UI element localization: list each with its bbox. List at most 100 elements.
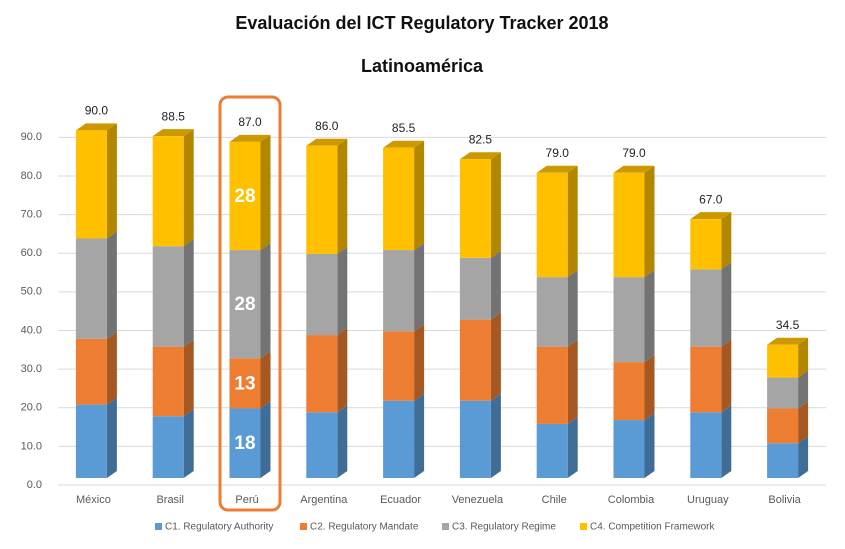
y-tick-label: 40.0 [21, 324, 42, 336]
highlight-box [218, 95, 282, 512]
bar-side [567, 165, 578, 278]
bar-segment [459, 393, 501, 478]
bar-front [152, 416, 184, 478]
y-tick-label: 50.0 [21, 286, 42, 298]
bar-side [490, 152, 501, 258]
bar-segment [383, 140, 425, 251]
bar-top [152, 129, 194, 137]
bar-side [721, 212, 732, 270]
bar-segment [613, 165, 655, 278]
bar-front [767, 344, 799, 378]
bar-segment [536, 339, 578, 424]
chart-title: Evaluación del ICT Regulatory Tracker 20… [235, 13, 608, 33]
bar-segment [75, 331, 117, 405]
bar-front [306, 145, 338, 254]
y-tick-label: 80.0 [21, 170, 42, 182]
bar-front [536, 423, 568, 478]
bar-front [613, 277, 645, 363]
bar-segment [459, 152, 501, 258]
bar-front [459, 257, 491, 320]
bar-side [644, 165, 655, 278]
bar-front [459, 400, 491, 478]
bar-side [260, 401, 271, 478]
bar-side [798, 436, 809, 478]
bar-front [306, 412, 338, 478]
bar-front [229, 250, 261, 359]
total-label: 34.5 [776, 318, 800, 332]
bar-front [75, 404, 107, 478]
segment-label: 28 [234, 186, 255, 207]
bar-front [536, 172, 568, 278]
x-tick-label: Chile [542, 494, 567, 506]
total-label: 90.0 [85, 103, 109, 117]
legend-swatch [300, 523, 307, 530]
legend-swatch [442, 523, 449, 530]
total-label: 82.5 [469, 132, 493, 146]
bar-side [567, 416, 578, 478]
y-tick-label: 70.0 [21, 208, 42, 220]
y-tick-label: 10.0 [21, 440, 42, 452]
total-label: 86.0 [315, 119, 339, 133]
legend-label: C3. Regulatory Regime [452, 522, 556, 533]
bar-side [414, 393, 425, 478]
bar-side [260, 134, 271, 251]
total-label: 79.0 [622, 146, 646, 160]
y-tick-label: 30.0 [21, 363, 42, 375]
bar-segment [75, 123, 117, 239]
bar-segment [536, 270, 578, 347]
total-label: 67.0 [699, 192, 723, 206]
bar-front [75, 130, 107, 239]
bar-top [306, 138, 348, 146]
bar-side [644, 413, 655, 478]
bar-segment [536, 416, 578, 478]
bar-front [613, 172, 645, 278]
bar-side [337, 246, 348, 336]
bar-side [490, 250, 501, 320]
y-tick-label: 20.0 [21, 402, 42, 414]
legend-label: C4. Competition Framework [590, 522, 715, 533]
bar-front [152, 346, 184, 417]
bar-top [383, 140, 425, 148]
bar-front [690, 269, 722, 347]
bar-side [183, 339, 194, 417]
bar-segment [613, 355, 655, 421]
bar-segment [306, 405, 348, 478]
bar-side [106, 331, 117, 405]
x-tick-label: Perú [235, 494, 258, 506]
bar-segment [613, 413, 655, 478]
bar-front [690, 412, 722, 478]
bar-segment [613, 270, 655, 363]
bar-segment [767, 401, 809, 444]
bar-side [644, 355, 655, 421]
y-tick-label: 90.0 [21, 131, 42, 143]
bar-front [536, 346, 568, 424]
bar-top [690, 212, 732, 220]
y-tick-label: 60.0 [21, 247, 42, 259]
bar-front [383, 331, 415, 401]
bar-segment [690, 212, 732, 270]
x-tick-label: Ecuador [380, 494, 421, 506]
bar-front [767, 408, 799, 444]
x-tick-label: Argentina [300, 494, 348, 506]
legend-label: C2. Regulatory Mandate [310, 522, 419, 533]
bar-side [337, 328, 348, 413]
x-tick-label: Venezuela [452, 494, 504, 506]
bar-segment [306, 328, 348, 413]
bar-side [798, 370, 809, 409]
bar-side [106, 231, 117, 339]
bar-side [183, 239, 194, 347]
bar-side [183, 129, 194, 247]
chart-subtitle: Latinoamérica [361, 56, 484, 76]
bar-segment [690, 339, 732, 413]
legend-swatch [155, 523, 162, 530]
bar-segment [690, 262, 732, 347]
x-tick-label: Brasil [156, 494, 184, 506]
legend-label: C1. Regulatory Authority [165, 522, 273, 533]
bar-side [106, 123, 117, 239]
bar-side [260, 351, 271, 409]
bar-front [75, 338, 107, 405]
bar-segment [767, 337, 809, 378]
bar-top [613, 165, 655, 173]
bar-side [414, 324, 425, 401]
bar-side [644, 270, 655, 363]
